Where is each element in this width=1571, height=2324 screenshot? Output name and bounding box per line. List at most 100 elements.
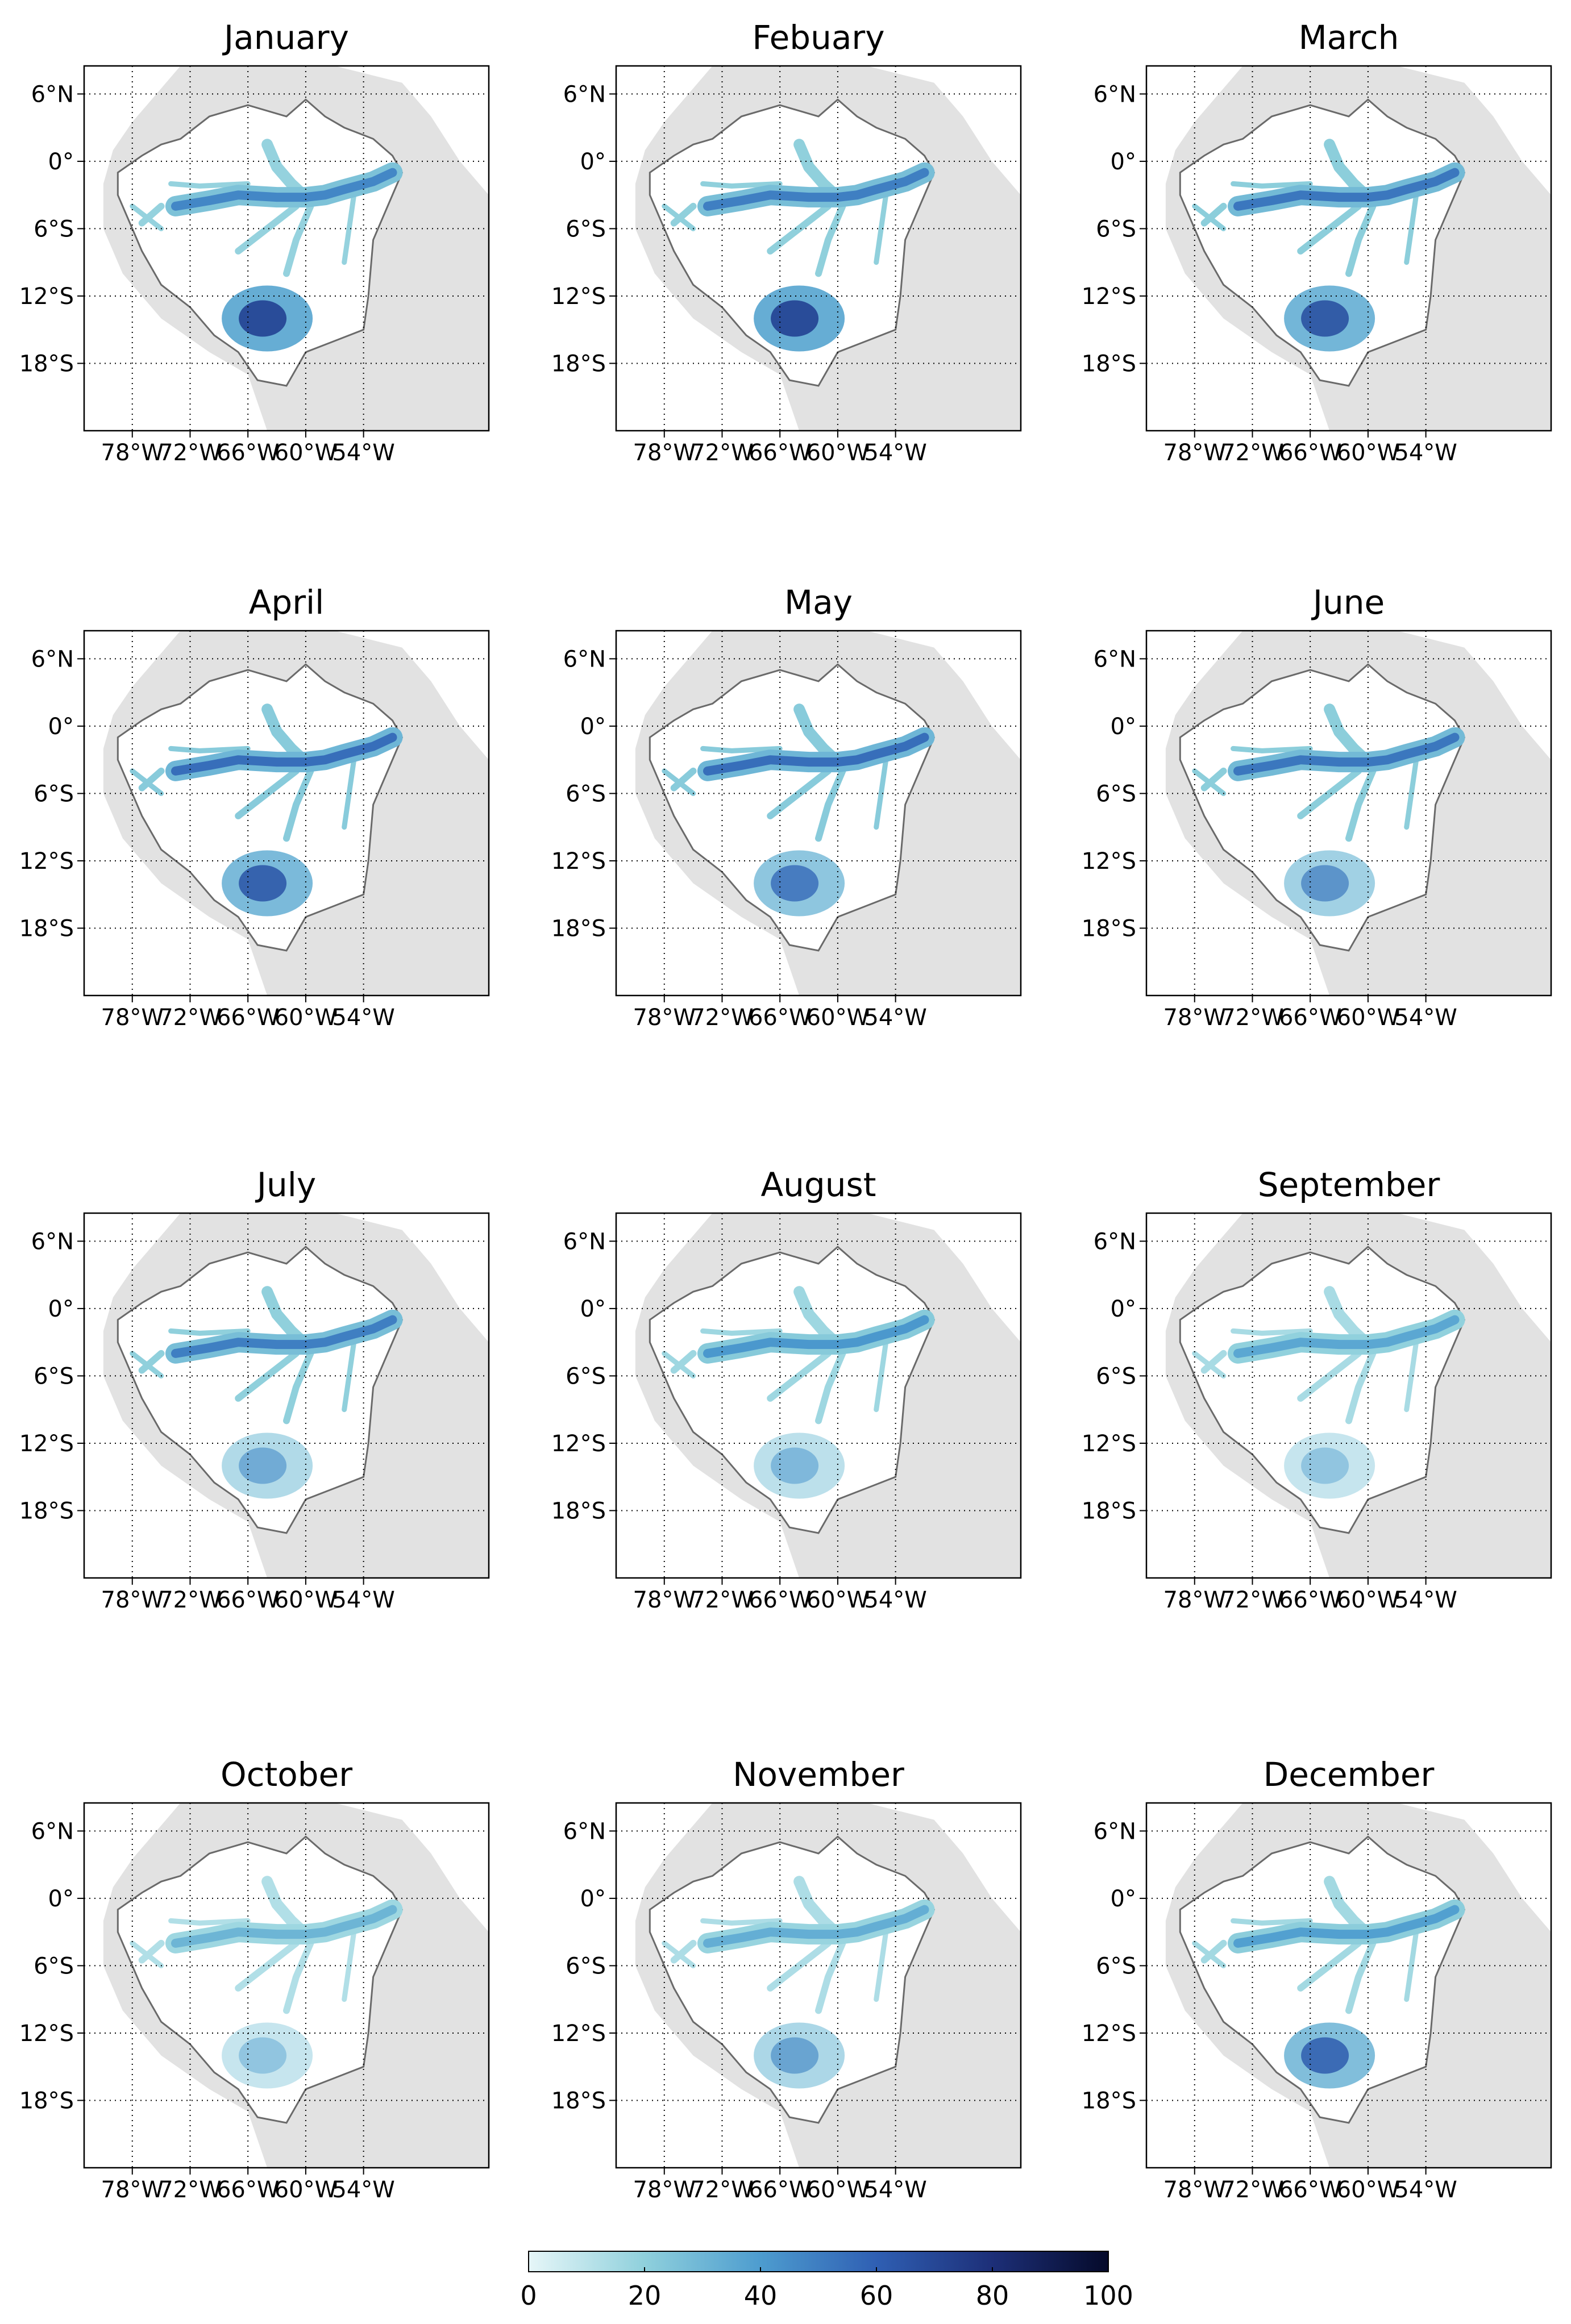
amazon-basin-outline <box>649 1246 936 1534</box>
lat-tick-label: 18°S <box>19 351 74 377</box>
lat-tick-label: 0° <box>1111 1296 1136 1322</box>
llanos-de-moxos-wetland <box>1284 1432 1375 1499</box>
tributary-inundation <box>283 767 314 842</box>
graticule <box>84 1803 489 2168</box>
tributary-inundation <box>874 192 889 265</box>
wetland-core <box>239 300 287 337</box>
lon-tick-label: 66°W <box>749 1587 811 1613</box>
tributary-inundation <box>767 1350 832 1402</box>
map-frame <box>1145 630 1552 997</box>
map-frame <box>83 1802 490 2169</box>
lat-tick-label: 6°N <box>31 1818 74 1844</box>
lon-tick-label: 60°W <box>807 1005 869 1031</box>
tributary-inundation <box>1345 767 1377 842</box>
colorbar-tick-label: 20 <box>628 2280 662 2311</box>
tributary-inundation <box>1297 767 1362 819</box>
wetland-core <box>239 865 287 902</box>
tributary-inundation <box>670 202 697 227</box>
tributary-inundation <box>1231 181 1313 189</box>
lat-tick-label: 6°N <box>1094 1818 1136 1844</box>
lat-tick-label: 6°S <box>1096 1953 1136 1979</box>
lon-tick-label: 72°W <box>1221 2177 1283 2203</box>
map-panel: October 6°N 0° 6°S 12°S 18°S 78°W72°W66°W60°W5… <box>19 1755 490 2203</box>
lat-tick-label: 6°S <box>34 781 74 807</box>
lon-tick-label: 54°W <box>864 1005 926 1031</box>
lat-tick-label: 12°S <box>19 284 74 310</box>
lat-tick-label: 6°N <box>563 646 606 672</box>
panel-title: Febuary <box>752 18 884 57</box>
lat-tick-label: 12°S <box>551 848 606 874</box>
tributary-inundation <box>670 1350 697 1374</box>
tributary-inundation <box>130 1351 164 1378</box>
tributary-inundation <box>138 1350 165 1374</box>
lon-tick-label: 78°W <box>1163 440 1226 466</box>
lon-tick-label: 54°W <box>1394 2177 1457 2203</box>
lat-tick-label: 0° <box>580 1296 606 1322</box>
lon-tick-label: 54°W <box>332 1005 394 1031</box>
wetland-core <box>1301 2037 1349 2074</box>
lon-tick-label: 60°W <box>275 1587 337 1613</box>
tributary-inundation <box>662 1351 696 1378</box>
lat-tick-label: 12°S <box>1082 284 1136 310</box>
lon-tick-label: 66°W <box>749 2177 811 2203</box>
lon-tick-label: 66°W <box>1279 1587 1341 1613</box>
tributary-inundation <box>130 203 164 231</box>
lat-tick-label: 6°N <box>31 81 74 107</box>
lat-tick-label: 0° <box>1111 714 1136 740</box>
panel-title: December <box>1264 1755 1435 1794</box>
colorbar-tick-label: 80 <box>976 2280 1009 2311</box>
lat-tick-label: 0° <box>48 714 74 740</box>
tributary-inundation <box>1231 1328 1313 1336</box>
lon-tick-label: 54°W <box>332 1587 394 1613</box>
lon-tick-label: 60°W <box>275 440 337 466</box>
tributary-inundation <box>700 1918 783 1926</box>
tributary-inundation <box>815 1350 846 1425</box>
tributary-inundation <box>1192 768 1227 796</box>
lon-tick-label: 78°W <box>101 1005 164 1031</box>
map-frame <box>1145 1212 1552 1579</box>
lat-tick-label: 12°S <box>551 284 606 310</box>
graticule <box>616 631 1021 996</box>
amazon-basin-outline <box>649 663 936 952</box>
tributary-inundation <box>1345 202 1377 277</box>
lon-tick-label: 60°W <box>1337 1587 1399 1613</box>
lon-tick-label: 78°W <box>633 1005 696 1031</box>
lat-tick-label: 12°S <box>1082 1431 1136 1457</box>
tributary-inundation <box>1200 1350 1227 1374</box>
panel-title: June <box>1311 583 1385 622</box>
lon-tick-label: 54°W <box>1394 1587 1457 1613</box>
lat-tick-label: 12°S <box>551 2021 606 2047</box>
lon-tick-label: 72°W <box>691 2177 753 2203</box>
map-frame <box>1145 1802 1552 2169</box>
panel-title: May <box>784 583 853 622</box>
lon-tick-label: 60°W <box>275 1005 337 1031</box>
lat-tick-label: 12°S <box>1082 848 1136 874</box>
lon-tick-label: 66°W <box>749 440 811 466</box>
tributary-inundation <box>1192 1940 1227 1968</box>
tributary-inundation <box>235 767 300 819</box>
tributary-inundation <box>168 1328 251 1336</box>
graticule <box>616 1213 1021 1578</box>
lon-tick-label: 54°W <box>1394 1005 1457 1031</box>
lat-tick-label: 18°S <box>19 1498 74 1524</box>
lon-tick-label: 66°W <box>1279 440 1341 466</box>
lat-tick-label: 0° <box>48 1886 74 1912</box>
amazon-basin-outline <box>649 98 936 387</box>
lat-tick-label: 18°S <box>19 915 74 942</box>
tributary-inundation <box>1200 1939 1227 1964</box>
lon-tick-label: 78°W <box>1163 2177 1226 2203</box>
map-panel-grid: January6°N0°6°S12°S18°S78°W72°W66°W60°W5… <box>19 18 1552 2203</box>
tributary-inundation <box>130 1940 164 1968</box>
colorbar-tick-label: 40 <box>744 2280 778 2311</box>
tributary-inundation <box>138 767 165 792</box>
tributary-inundation <box>1192 203 1227 231</box>
lon-tick-label: 60°W <box>1337 440 1399 466</box>
tributary-inundation <box>1200 767 1227 792</box>
map-panel: September 6°N 0° 6°S 12°S 18°S 78°W72°W66°W60°… <box>1082 1165 1552 1613</box>
map-panel: January 6°N 0° 6°S 12°S 18°S 78°W72°W66°W60°W5… <box>19 18 490 466</box>
panel-title: April <box>249 583 325 622</box>
lon-tick-label: 54°W <box>332 2177 394 2203</box>
map-frame <box>615 1802 1022 2169</box>
colorbar: 0 20 40 60 80 100 <box>520 2251 1133 2311</box>
